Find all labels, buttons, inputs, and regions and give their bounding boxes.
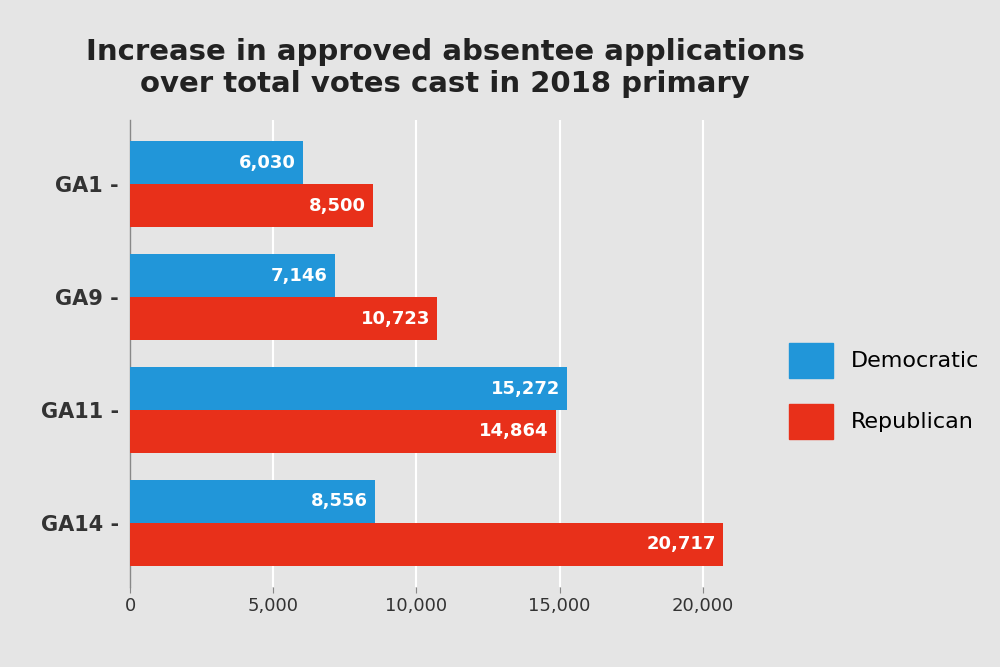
Bar [130,254,335,297]
Bar [130,410,556,453]
Text: 14,864: 14,864 [479,422,548,440]
Text: 10,723: 10,723 [361,309,430,327]
Title: Increase in approved absentee applications
over total votes cast in 2018 primary: Increase in approved absentee applicatio… [86,38,804,98]
Text: 8,500: 8,500 [309,197,366,215]
Bar [130,297,437,340]
Text: 6,030: 6,030 [239,153,296,171]
Text: 15,272: 15,272 [491,380,560,398]
Bar [130,141,303,184]
Text: 8,556: 8,556 [311,492,368,510]
Bar [130,184,373,227]
Text: 20,717: 20,717 [647,536,716,554]
Bar [130,367,567,410]
Bar [130,480,375,523]
Legend: Democratic, Republican: Democratic, Republican [777,332,990,450]
Bar [130,523,723,566]
Text: 7,146: 7,146 [271,267,327,285]
